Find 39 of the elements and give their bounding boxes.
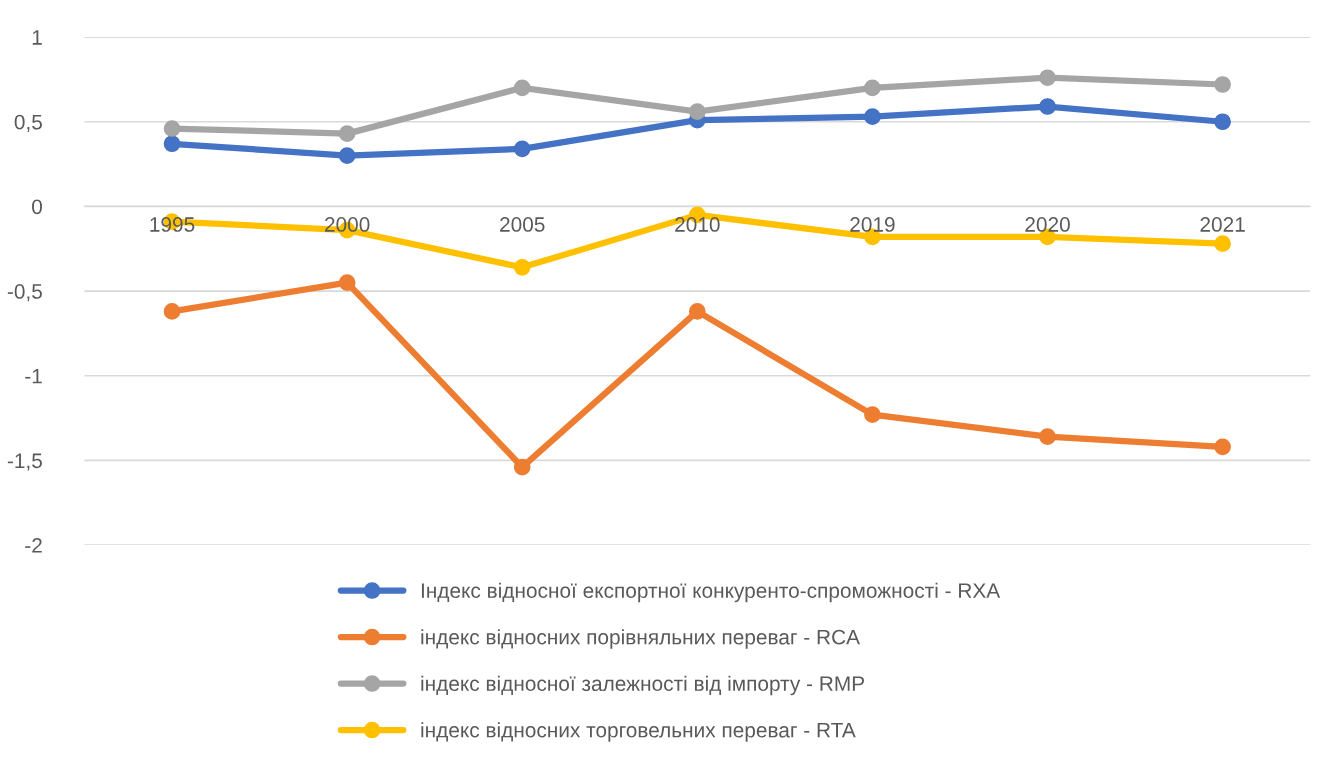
point [163, 120, 181, 137]
y-tick-label: -2 [25, 538, 42, 553]
x-tick-label: 2020 [1025, 217, 1070, 232]
point [688, 103, 706, 120]
point [864, 108, 881, 126]
x-tick-label: 1995 [150, 217, 195, 232]
legend-label: індекс відносних торговельних переваг - RTA [421, 722, 856, 742]
point [1214, 235, 1231, 252]
y-tick-label: 1 [32, 30, 42, 45]
point [1214, 438, 1231, 456]
point [1214, 113, 1231, 131]
point [1039, 98, 1056, 115]
point [513, 140, 531, 158]
y-tick-label: -1,5 [7, 453, 42, 471]
point [338, 147, 356, 164]
legend-label: індекс відносних порівняльних переваг - RCA [421, 629, 860, 649]
point [513, 79, 531, 97]
point [163, 303, 181, 320]
x-tick-label: 2010 [675, 217, 720, 232]
point [338, 274, 356, 291]
legend-label: Індекс відносної експортної конкуренто-спроможності - RXA [421, 582, 1001, 603]
point [688, 303, 706, 320]
point [1214, 76, 1231, 93]
y-tick-label: 0,5 [14, 114, 42, 132]
legend-label: індекс відносної залежності від імпорту - RMP [421, 675, 865, 696]
x-tick-label: 2021 [1200, 217, 1245, 232]
point [1039, 69, 1056, 87]
y-tick-label: 0 [32, 199, 42, 215]
point [163, 135, 181, 153]
point [864, 406, 881, 424]
point [338, 125, 356, 142]
y-tick-label: -1 [25, 368, 42, 384]
x-tick-label: 2019 [850, 217, 895, 232]
point [1039, 428, 1056, 446]
y-tick-label: -0,5 [7, 284, 42, 302]
point [513, 259, 531, 276]
point [513, 458, 531, 476]
point [864, 79, 881, 97]
x-tick-label: 2005 [500, 217, 545, 232]
